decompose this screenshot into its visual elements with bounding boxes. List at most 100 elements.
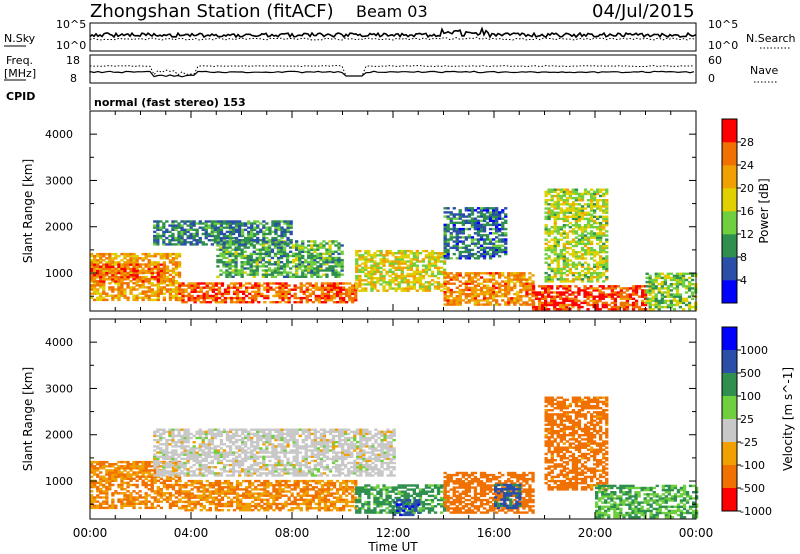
heatmap-cell (202, 486, 206, 489)
heatmap-cell (279, 261, 284, 264)
heatmap-cell (257, 284, 261, 287)
heatmap-cell (316, 244, 320, 247)
heatmap-cell (492, 292, 496, 296)
heatmap-cell (174, 255, 179, 258)
heatmap-cell (202, 498, 206, 501)
heatmap-cell (458, 272, 462, 275)
heatmap-cell (168, 261, 173, 264)
heatmap-cell (495, 282, 499, 285)
heatmap-cell (111, 296, 115, 299)
heatmap-cell (544, 287, 548, 290)
heatmap-cell (616, 308, 620, 311)
heatmap-cell (162, 479, 166, 482)
heatmap-cell (379, 249, 383, 253)
heatmap-cell (516, 278, 520, 281)
heatmap-cell (214, 288, 218, 291)
heatmap-cell (599, 209, 603, 212)
heatmap-cell (550, 269, 554, 273)
heatmap-cell (660, 280, 664, 284)
heatmap-cell (117, 292, 121, 295)
heatmap-cell (190, 502, 194, 506)
heatmap-cell (235, 479, 240, 483)
heatmap-cell (90, 483, 94, 487)
heatmap-cell (213, 228, 217, 231)
heatmap-cell (574, 224, 579, 227)
heatmap-cell (307, 263, 311, 266)
heatmap-cell (217, 282, 222, 285)
heatmap-cell (501, 240, 505, 243)
heatmap-cell (177, 236, 181, 240)
heatmap-cell (298, 256, 302, 260)
heatmap-cell (111, 288, 115, 291)
heatmap-cell (534, 308, 539, 311)
heatmap-cell (265, 232, 269, 236)
heatmap-cell (228, 230, 233, 234)
heatmap-cell (132, 271, 136, 275)
heatmap-cell (373, 254, 377, 257)
heatmap-cell (234, 267, 238, 270)
heatmap-cell (544, 261, 548, 264)
heatmap-cell (232, 488, 237, 491)
heatmap-cell (571, 278, 576, 281)
heatmap-cell (320, 292, 325, 296)
heatmap-cell (93, 485, 97, 489)
heatmap-cell (553, 274, 557, 277)
heatmap-cell (645, 297, 649, 300)
heatmap-cell (337, 244, 341, 247)
heatmap-cell (289, 261, 293, 264)
heatmap-cell (192, 222, 196, 225)
heatmap-cell (403, 249, 407, 253)
heatmap-cell (226, 502, 231, 506)
heatmap-cell (120, 276, 124, 279)
heatmap-cell (541, 291, 545, 294)
heatmap-cell (403, 277, 407, 280)
heatmap-cell (171, 222, 175, 225)
heatmap-cell (251, 284, 255, 287)
heatmap-cell (409, 260, 413, 263)
heatmap-cell (284, 286, 288, 289)
heatmap-cell (268, 228, 272, 231)
heatmap-cell (147, 488, 151, 491)
heatmap-cell (126, 271, 130, 275)
heatmap-cell (235, 482, 240, 485)
heatmap-cell (153, 263, 157, 266)
heatmap-cell (320, 290, 325, 293)
heatmap-cell (637, 285, 642, 288)
heatmap-cell (553, 230, 557, 233)
heatmap-cell (186, 236, 190, 240)
heatmap-cell (208, 286, 212, 289)
heatmap-cell (593, 234, 597, 237)
heatmap-cell (289, 224, 293, 227)
heatmap-cell (156, 475, 160, 478)
heatmap-cell (461, 282, 465, 285)
heatmap-cell (488, 295, 493, 298)
heatmap-cell (135, 498, 139, 501)
heatmap-cell (467, 221, 471, 224)
heatmap-cell (691, 274, 695, 278)
heatmap-cell (120, 471, 124, 474)
heatmap-cell (446, 297, 450, 300)
heatmap-cell (470, 248, 475, 252)
heatmap-cell (295, 256, 299, 260)
heatmap-cell (470, 242, 475, 245)
heatmap-cell (165, 500, 170, 503)
heatmap-cell (583, 261, 588, 264)
heatmap-cell (599, 205, 603, 208)
heatmap-cell (90, 280, 94, 283)
heatmap-cell (222, 271, 226, 274)
heatmap-cell (262, 236, 266, 240)
heatmap-cell (519, 278, 523, 281)
heatmap-cell (120, 479, 124, 482)
heatmap-cell (162, 234, 166, 238)
heatmap-cell (464, 221, 468, 224)
heatmap-cell (580, 211, 585, 214)
heatmap-cell (228, 261, 232, 264)
heatmap-cell (156, 490, 160, 493)
heatmap-cell (550, 303, 554, 307)
heatmap-cell (339, 299, 343, 302)
heatmap-cell (631, 289, 636, 292)
heatmap-cell (310, 273, 314, 276)
heatmap-cell (400, 270, 404, 274)
heatmap-cell (156, 274, 160, 277)
heatmap-cell (470, 252, 475, 256)
